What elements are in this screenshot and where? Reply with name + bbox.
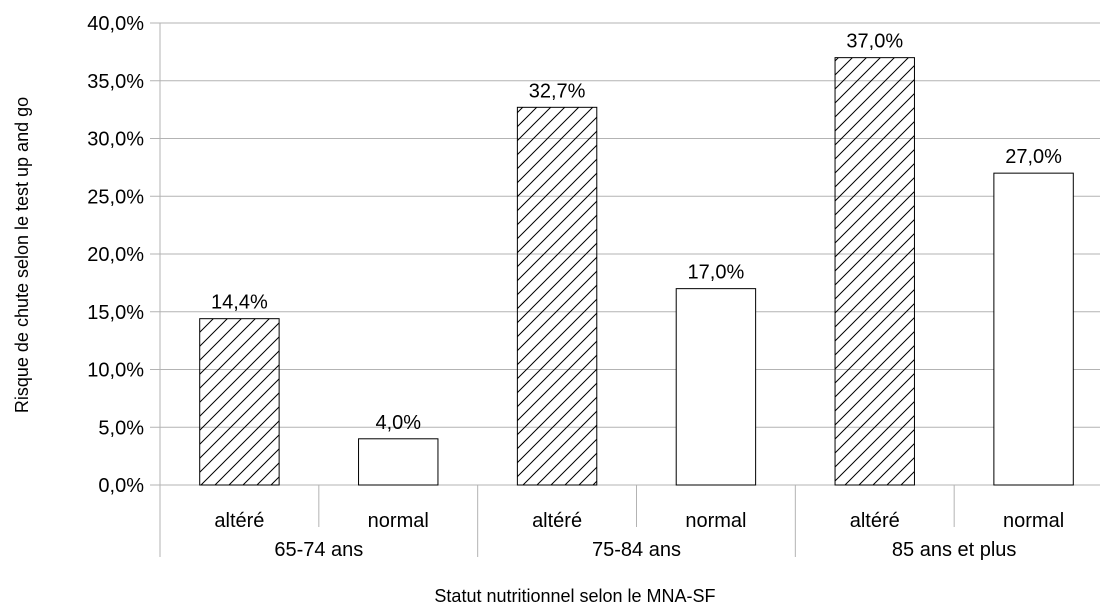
- y-tick-label: 25,0%: [87, 186, 144, 208]
- data-label: 32,7%: [529, 80, 586, 102]
- data-label: 17,0%: [688, 262, 745, 284]
- data-label: 37,0%: [846, 31, 903, 53]
- gridlines: [160, 22, 1100, 428]
- y-tick-label: 35,0%: [87, 71, 144, 93]
- category-label: normal: [368, 510, 429, 532]
- bar: [199, 318, 280, 486]
- category-label: normal: [1003, 510, 1064, 532]
- y-tick-label: 0,0%: [98, 475, 144, 497]
- bar: [358, 438, 439, 486]
- y-tick-label: 5,0%: [98, 417, 144, 439]
- category-label: normal: [685, 510, 746, 532]
- bars: [199, 57, 1074, 486]
- group-label: 75-84 ans: [592, 539, 681, 561]
- y-axis-title: Risque de chute selon le test up and go: [12, 97, 32, 413]
- bar: [675, 288, 757, 486]
- y-tick-label: 30,0%: [87, 129, 144, 151]
- category-label: altéré: [532, 510, 582, 532]
- data-label: 4,0%: [375, 412, 421, 434]
- group-label: 65-74 ans: [274, 539, 363, 561]
- y-tick-label: 40,0%: [87, 13, 144, 35]
- labels: 0,0% 5,0% 10,0% 15,0% 20,0% 25,0% 30,0% 35,0% 40…: [87, 13, 1064, 561]
- category-label: altéré: [850, 510, 900, 532]
- x-axis-title: Statut nutritionnel selon le MNA-SF: [434, 586, 715, 606]
- y-tick-label: 15,0%: [87, 302, 144, 324]
- y-tick-label: 10,0%: [87, 360, 144, 382]
- axes: [150, 22, 1100, 557]
- category-label: altéré: [214, 510, 264, 532]
- bar: [516, 106, 598, 486]
- bar: [993, 172, 1074, 486]
- group-label: 85 ans et plus: [892, 539, 1017, 561]
- data-label: 27,0%: [1005, 146, 1062, 168]
- y-tick-label: 20,0%: [87, 244, 144, 266]
- bar: [834, 57, 915, 486]
- data-label: 14,4%: [211, 292, 268, 314]
